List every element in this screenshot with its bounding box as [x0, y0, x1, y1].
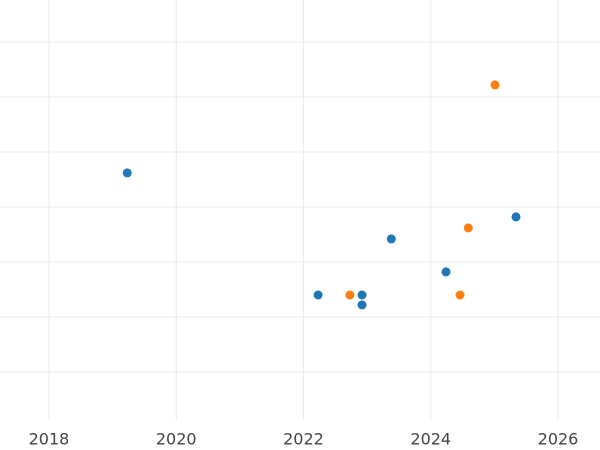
x-tick-label: 2022	[283, 430, 324, 449]
point	[357, 290, 367, 300]
x-tick-label: 2020	[156, 430, 197, 449]
point	[122, 168, 132, 178]
point	[313, 290, 323, 300]
point	[455, 290, 465, 300]
point	[463, 223, 473, 233]
point	[490, 80, 500, 90]
point	[386, 234, 396, 244]
x-tick-label: 2026	[538, 430, 579, 449]
point	[441, 267, 451, 277]
point	[357, 300, 367, 310]
x-tick-label: 2018	[29, 430, 70, 449]
x-tick-label: 2024	[410, 430, 451, 449]
point	[345, 290, 355, 300]
point	[511, 212, 521, 222]
